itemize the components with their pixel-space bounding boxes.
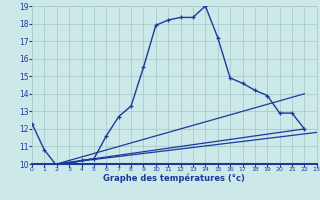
X-axis label: Graphe des températures (°c): Graphe des températures (°c) [103,174,245,183]
